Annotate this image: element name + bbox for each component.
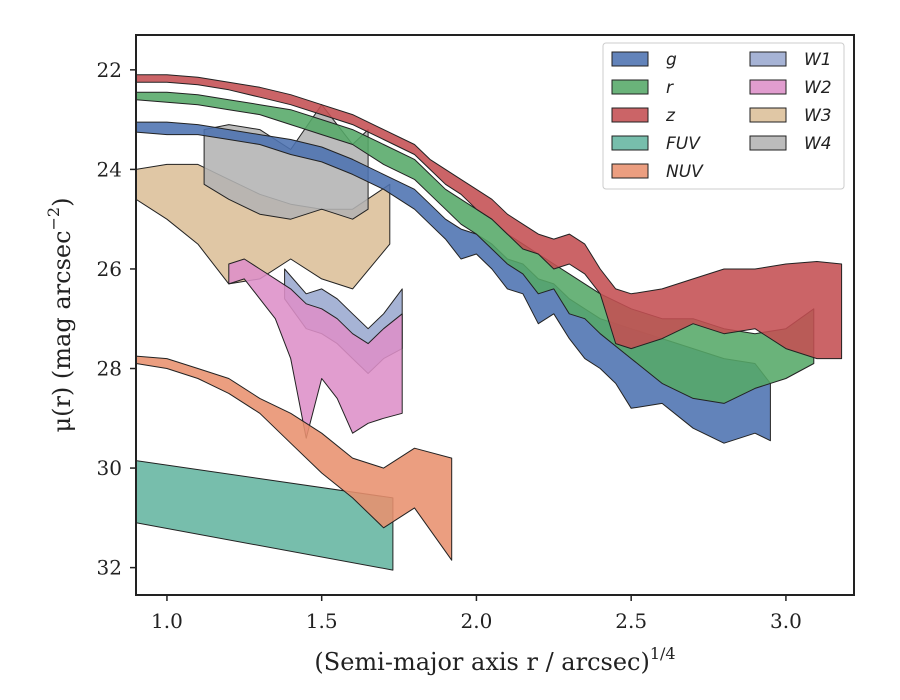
- legend-swatch-w4: [749, 135, 787, 151]
- x-tick-label: 2.0: [461, 609, 493, 633]
- band-fuv: [136, 460, 394, 571]
- legend-swatch-g: [611, 51, 649, 67]
- x-tick-label: 2.5: [615, 609, 647, 633]
- y-tick-label: 28: [97, 357, 122, 381]
- y-tick-label: 22: [97, 58, 122, 82]
- x-axis-title-exponent: 1/4: [650, 644, 676, 663]
- legend-label-w2: W2: [804, 78, 832, 98]
- plot-frame: [135, 34, 855, 596]
- legend-swatch-z: [611, 107, 649, 123]
- band-w2: [228, 258, 403, 439]
- y-axis-title: μ(r) (mag arcsec−2): [44, 198, 76, 433]
- legend-label-z: z: [665, 106, 676, 126]
- x-axis-title-text: (Semi-major axis r / arcsec): [314, 648, 649, 676]
- legend-label-fuv: FUV: [666, 134, 701, 154]
- x-tick-label: 1.0: [151, 609, 183, 633]
- legend-label-nuv: NUV: [666, 162, 704, 182]
- band-g: [136, 121, 771, 444]
- legend-swatch-fuv: [611, 135, 649, 151]
- legend-swatch-nuv: [611, 163, 649, 179]
- legend-label-w1: W1: [804, 50, 832, 70]
- y-tick-label: 30: [97, 456, 122, 480]
- y-tick-label: 26: [97, 257, 122, 281]
- y-axis-title-close: ): [48, 198, 76, 207]
- legend-swatch-w1: [749, 51, 787, 67]
- legend-swatch-r: [611, 79, 649, 95]
- legend-swatch-w3: [749, 107, 787, 123]
- legend-label-w3: W3: [804, 106, 832, 126]
- band-nuv: [136, 355, 453, 561]
- band-z: [136, 74, 843, 360]
- y-axis-ticks: 22 24 26 28 30 32: [97, 58, 136, 580]
- x-tick-label: 3.0: [770, 609, 802, 633]
- legend-label-r: r: [666, 78, 674, 98]
- legend-label-w4: W4: [804, 134, 832, 154]
- x-tick-label: 1.5: [306, 609, 338, 633]
- y-tick-label: 32: [97, 556, 122, 580]
- y-tick-label: 24: [97, 157, 122, 181]
- legend: grz FUV NUV W1 W2 W3 W4: [602, 42, 845, 190]
- legend-label-g: g: [666, 50, 677, 70]
- legend-swatch-w2: [749, 79, 787, 95]
- band-layer: [136, 74, 843, 571]
- y-axis-title-text: μ(r) (mag arcsec: [48, 230, 76, 432]
- x-axis-ticks: 1.0 1.5 2.0 2.5 3.0: [151, 595, 802, 633]
- y-axis-title-exponent: −2: [44, 207, 63, 231]
- x-axis-title: (Semi-major axis r / arcsec)1/4: [314, 644, 675, 676]
